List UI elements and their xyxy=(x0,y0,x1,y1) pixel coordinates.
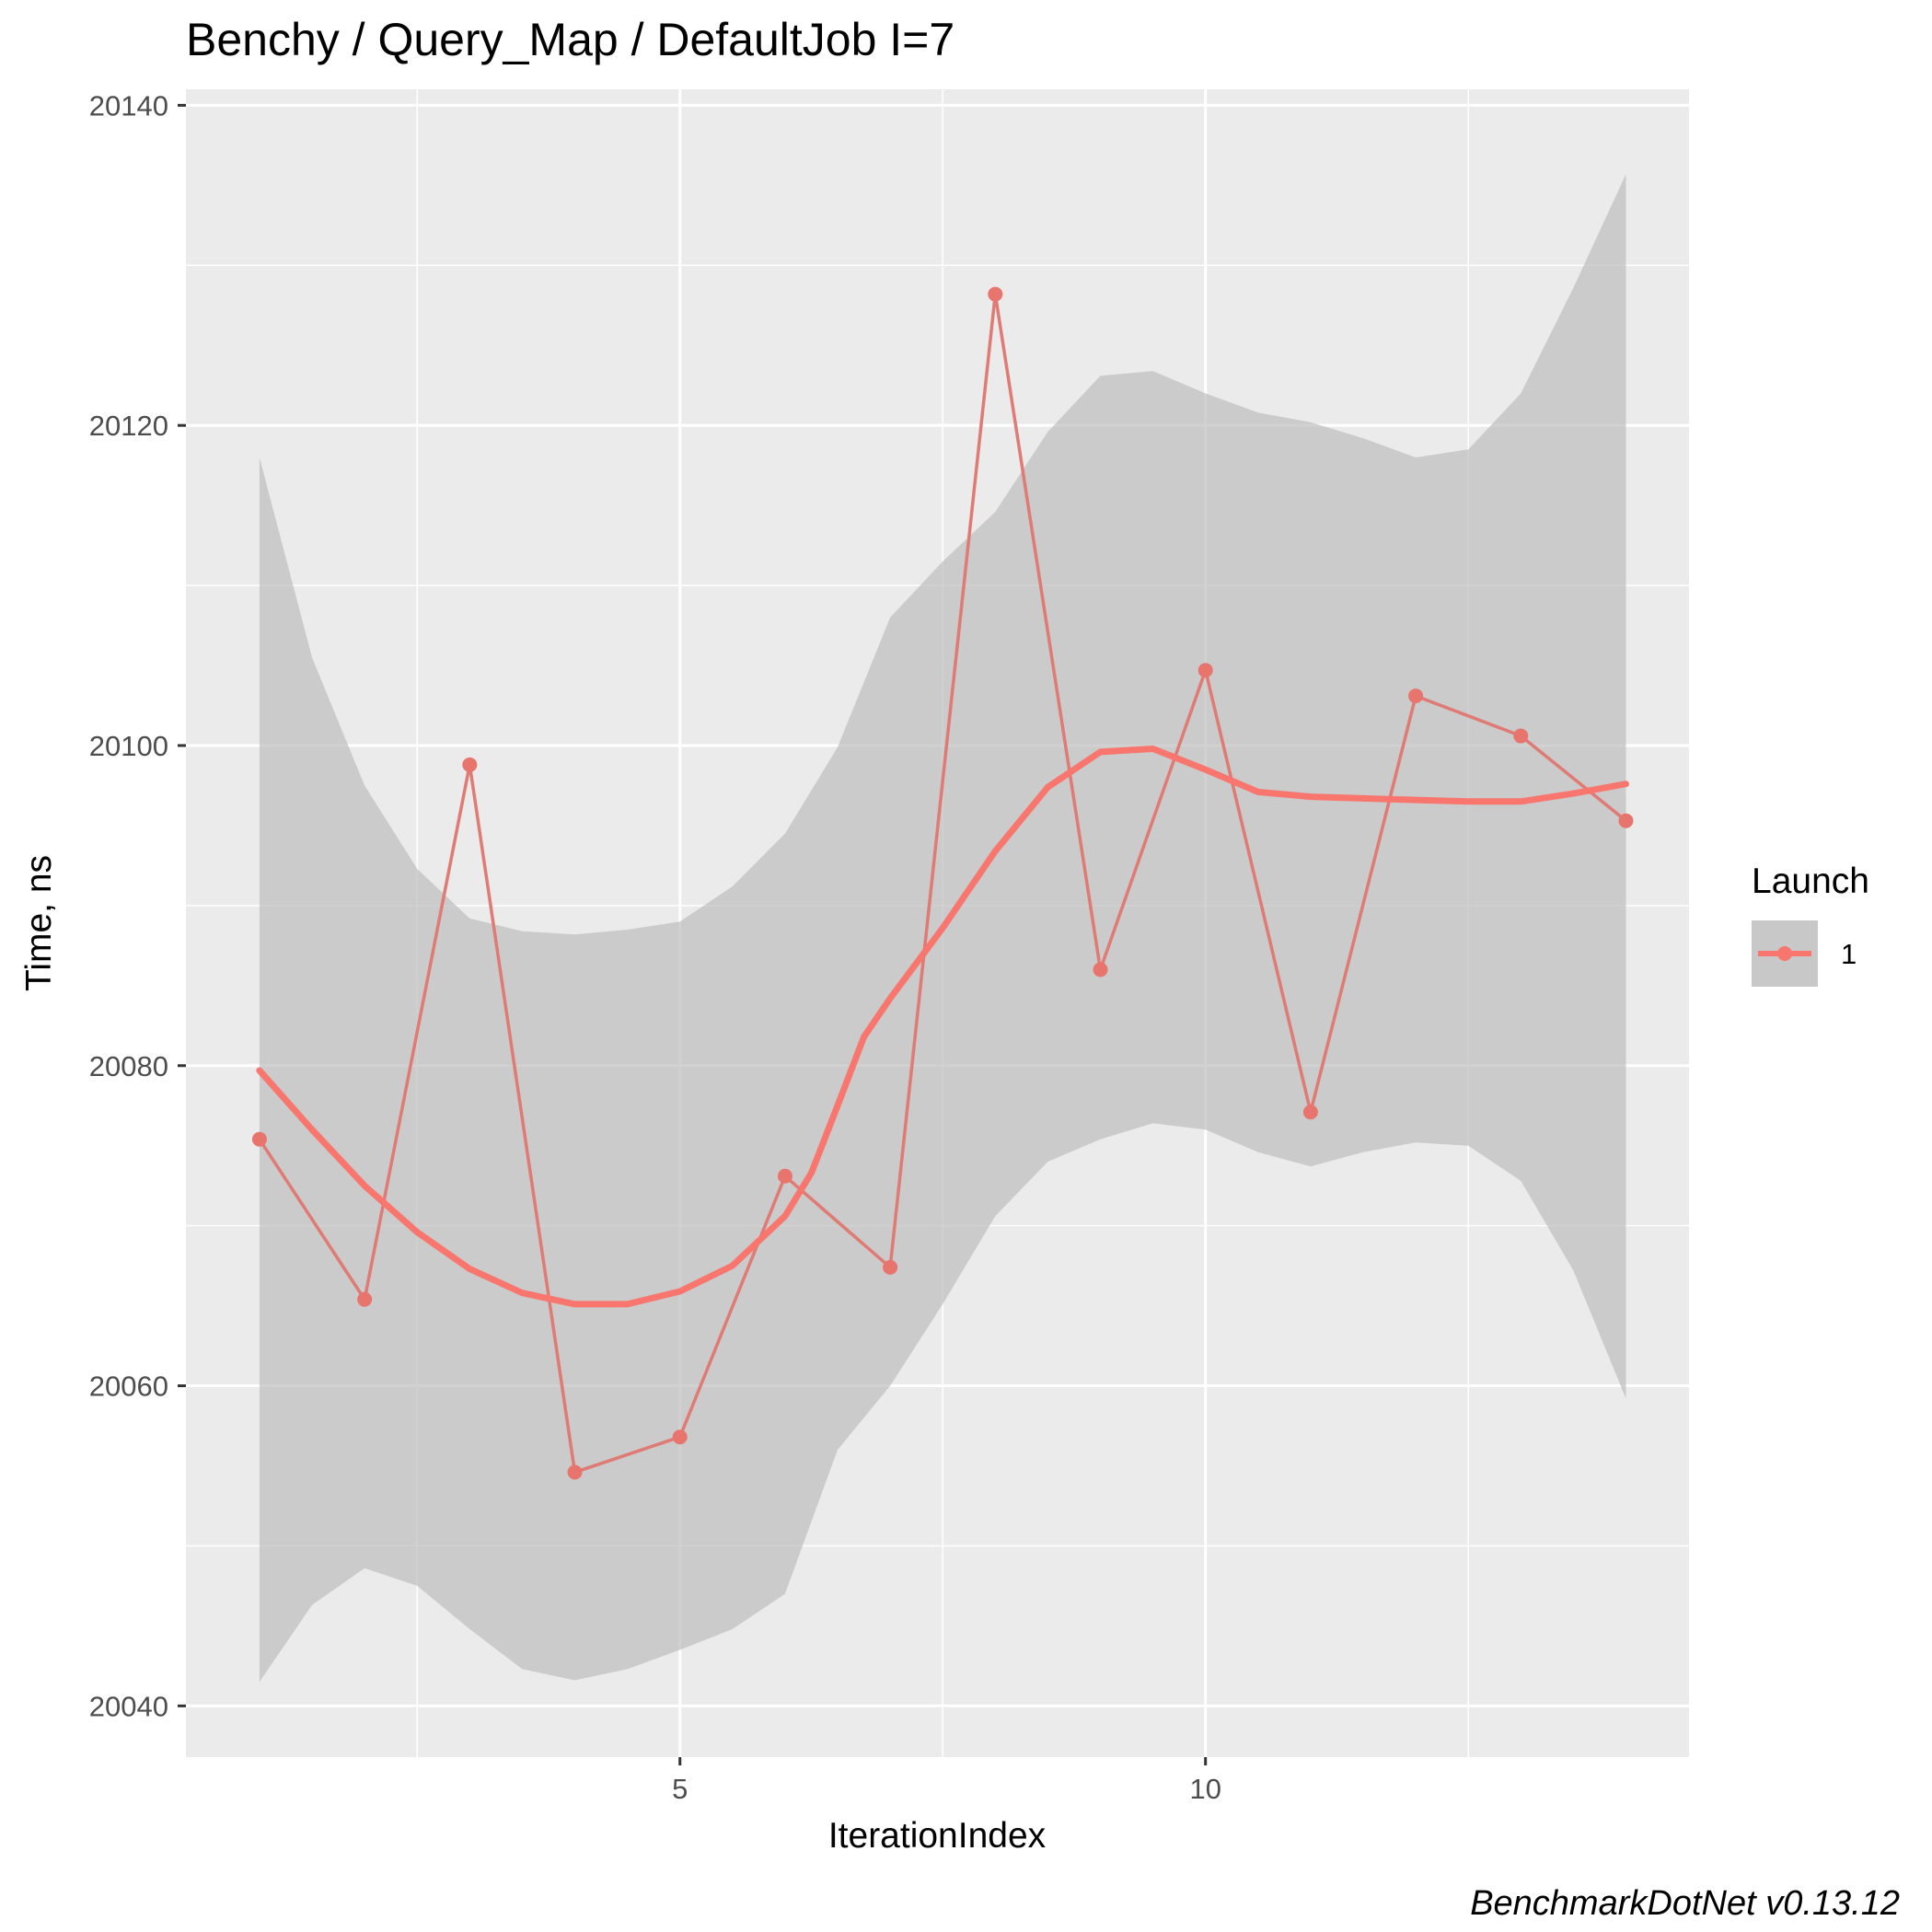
data-point-5 xyxy=(672,1429,688,1445)
smooth-line-layer xyxy=(256,746,1629,1308)
data-point-9 xyxy=(1093,962,1108,978)
data-point-3 xyxy=(462,757,478,772)
series-line-layer xyxy=(258,294,1627,1475)
legend-key-point xyxy=(1777,946,1792,961)
data-point-6 xyxy=(777,1168,792,1184)
data-point-4 xyxy=(567,1464,583,1480)
x-axis: 5 10 xyxy=(672,1757,1221,1805)
data-point-11 xyxy=(1302,1105,1318,1120)
y-tick-label-0: 20040 xyxy=(89,1690,168,1722)
data-point-2 xyxy=(357,1291,373,1307)
data-point-1 xyxy=(251,1131,267,1147)
y-tick-label-3: 20100 xyxy=(89,730,168,762)
series-points-layer xyxy=(251,286,1634,1480)
y-axis-title: Time, ns xyxy=(19,855,59,991)
legend-label: 1 xyxy=(1841,938,1857,970)
y-tick-label-1: 20060 xyxy=(89,1371,168,1403)
x-tick-label-1: 10 xyxy=(1189,1773,1221,1805)
series-line xyxy=(258,294,1627,1475)
data-point-7 xyxy=(883,1259,898,1275)
y-tick-label-2: 20080 xyxy=(89,1050,168,1082)
smooth-line xyxy=(256,746,1629,1308)
caption: BenchmarkDotNet v0.13.12 xyxy=(1470,1884,1900,1923)
legend: Launch 1 xyxy=(1752,862,1869,987)
chart-title: Benchy / Query_Map / DefaultJob I=7 xyxy=(186,14,954,65)
y-axis: 20040 20060 20080 20100 20120 20140 xyxy=(89,89,186,1722)
data-point-12 xyxy=(1408,688,1424,704)
data-point-13 xyxy=(1513,728,1529,744)
x-axis-title: IterationIndex xyxy=(828,1816,1047,1856)
data-point-10 xyxy=(1197,663,1213,678)
data-point-14 xyxy=(1618,813,1634,828)
x-tick-label-0: 5 xyxy=(672,1773,688,1805)
data-point-8 xyxy=(988,286,1003,302)
y-tick-label-4: 20120 xyxy=(89,410,168,442)
legend-title: Launch xyxy=(1752,862,1869,901)
y-tick-label-5: 20140 xyxy=(89,89,168,121)
